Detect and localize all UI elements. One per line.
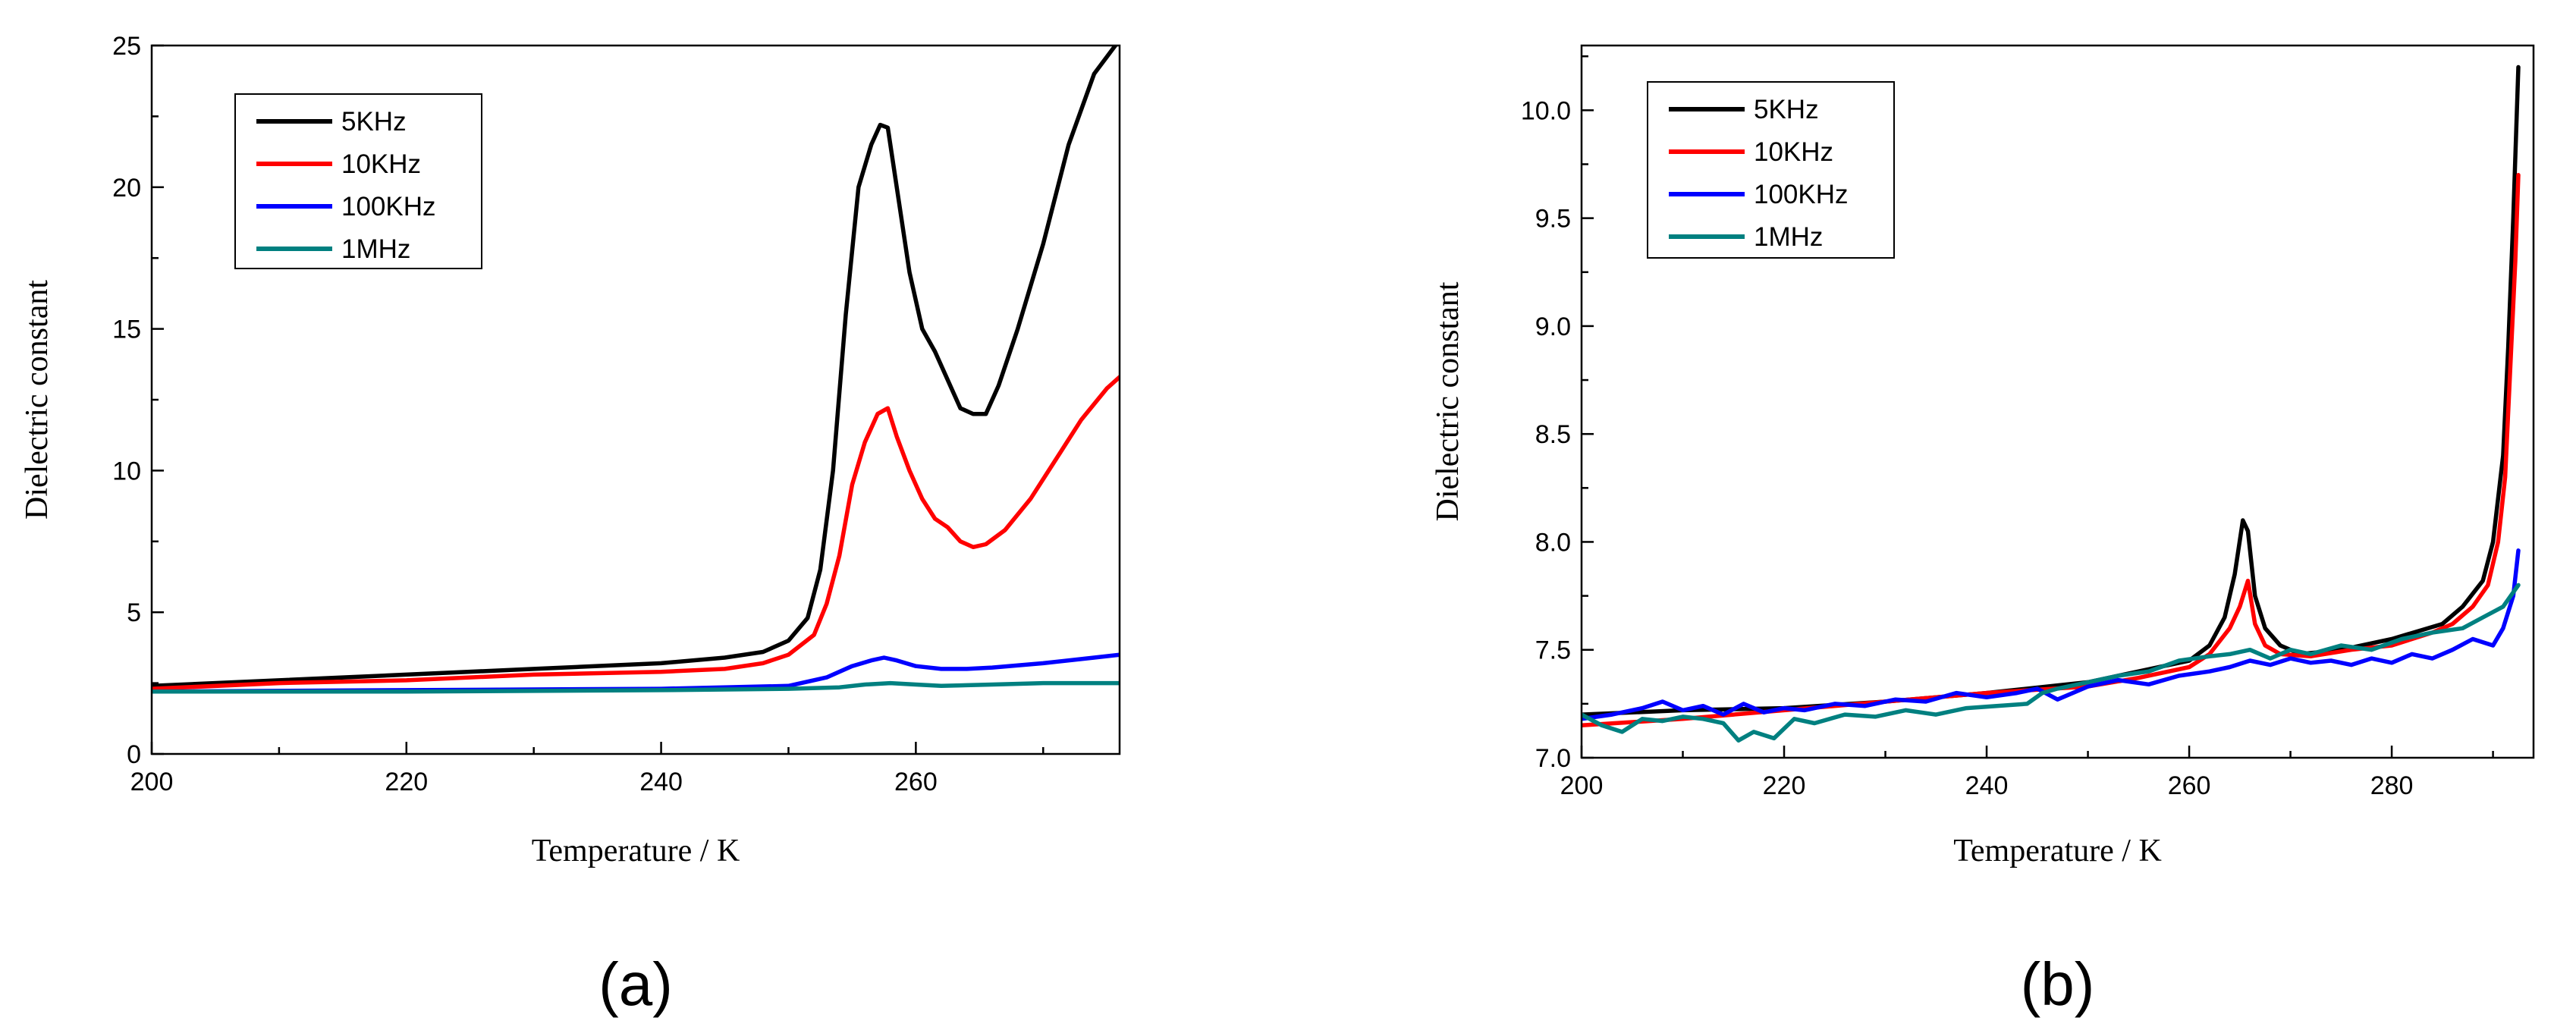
- y-tick-label: 10: [112, 457, 141, 485]
- legend-label-100khz: 100KHz: [1754, 180, 1849, 209]
- y-tick-label: 7.5: [1535, 636, 1571, 665]
- plot-frame: [1580, 44, 2535, 759]
- y-tick-label: 10.0: [1521, 96, 1571, 125]
- x-axis-title: Temperature / K: [532, 834, 740, 868]
- x-tick-label: 260: [894, 768, 938, 796]
- y-tick-label: 15: [112, 316, 141, 344]
- legend-label-10khz: 10KHz: [1754, 137, 1833, 167]
- x-tick-label: 240: [639, 768, 683, 796]
- legend-label-1mhz: 1MHz: [341, 234, 410, 264]
- panel-caption: (b): [2021, 950, 2095, 1018]
- x-tick-label: 280: [2370, 771, 2414, 800]
- y-tick-label: 8.5: [1535, 420, 1571, 449]
- y-tick-label: 7.0: [1535, 744, 1571, 773]
- series-line-5khz: [152, 46, 1118, 689]
- y-tick-label: 9.0: [1535, 312, 1571, 341]
- series-line-100khz: [152, 652, 1120, 694]
- chart-a: 200 220 240 260 0 5 10 15 20 25 Temperature / K Die…: [20, 32, 1121, 1018]
- chart-b: 200 220 240 260 280 7.0 7.5 8.0 8.5 9.0 9.5 10.0 Tem…: [1431, 44, 2535, 1018]
- y-tick-label: 9.5: [1535, 205, 1571, 234]
- legend-label-100khz: 100KHz: [341, 192, 436, 221]
- x-tick-label: 200: [130, 768, 174, 796]
- y-tick-label: 0: [127, 740, 141, 769]
- legend-label-10khz: 10KHz: [341, 149, 421, 179]
- legend-label-1mhz: 1MHz: [1754, 222, 1823, 252]
- legend-label-5khz: 5KHz: [341, 107, 407, 137]
- y-tick-label: 8.0: [1535, 528, 1571, 557]
- y-tick-label: 25: [112, 32, 141, 61]
- x-tick-label: 200: [1560, 771, 1604, 800]
- series-line-1mhz: [152, 680, 1120, 694]
- y-tick-label: 20: [112, 174, 141, 203]
- x-axis-title: Temperature / K: [1953, 834, 2162, 868]
- x-tick-label: 260: [2168, 771, 2211, 800]
- x-tick-label: 220: [385, 768, 428, 796]
- series-line-10khz: [152, 375, 1120, 691]
- y-tick-label: 5: [127, 598, 141, 627]
- panel-caption: (a): [598, 950, 673, 1018]
- legend-label-5khz: 5KHz: [1754, 95, 1819, 124]
- y-axis-title: Dielectric constant: [20, 280, 55, 520]
- series-line-1mhz: [1582, 583, 2521, 743]
- series-line-100khz: [1582, 548, 2521, 721]
- x-tick-label: 220: [1763, 771, 1806, 800]
- y-axis-title: Dielectric constant: [1431, 281, 1465, 521]
- x-tick-label: 240: [1965, 771, 2009, 800]
